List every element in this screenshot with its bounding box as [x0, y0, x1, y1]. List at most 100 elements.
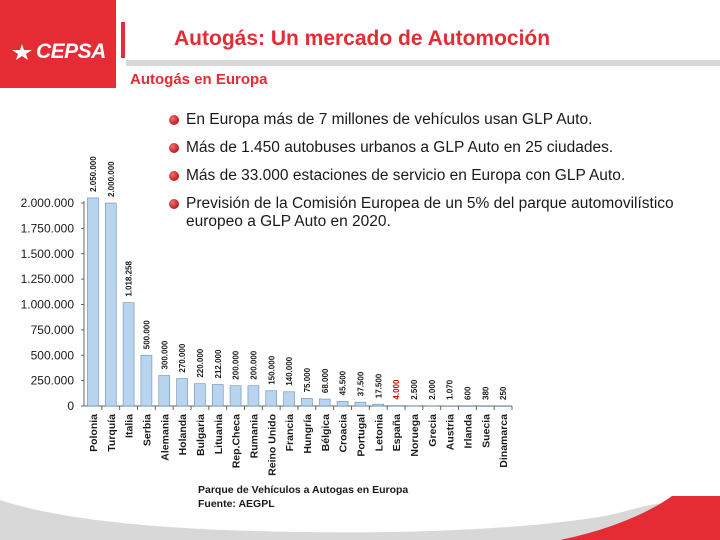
y-tick-label: 1.250.000	[21, 272, 75, 286]
bar	[408, 405, 420, 407]
bullet-text: Previsión de la Comisión Europea de un 5…	[186, 195, 674, 230]
bar	[247, 385, 260, 407]
bullet-icon	[169, 115, 179, 125]
bar-value-label: 150.000	[267, 355, 276, 384]
bar-value-label: 75.000	[303, 367, 312, 392]
bar	[176, 378, 188, 407]
bar-value-label: 220.000	[196, 348, 205, 377]
bullet-text: En Europa más de 7 millones de vehículos…	[186, 111, 593, 128]
category-label: Irlanda	[462, 414, 474, 449]
bar	[497, 405, 509, 407]
bar-value-label: 212.000	[214, 349, 223, 378]
bar	[390, 405, 402, 407]
bar-value-label: 500.000	[142, 320, 151, 349]
y-tick-label: 250.000	[31, 374, 75, 388]
bar-value-label: 380	[481, 386, 490, 400]
bar	[443, 405, 456, 407]
category-label: Letonia	[373, 414, 385, 451]
bar	[211, 384, 224, 407]
bar-value-label: 68.000	[321, 368, 330, 393]
bar-value-label: 200.000	[232, 350, 241, 379]
section-subtitle: Autogás en Europa	[130, 71, 268, 88]
bar	[336, 401, 349, 407]
bullet-item: Más de 33.000 estaciones de servicio en …	[168, 167, 718, 185]
bullet-list: En Europa más de 7 millones de vehículos…	[168, 111, 718, 241]
bar	[461, 405, 474, 407]
y-tick-label: 1.500.000	[21, 247, 75, 261]
footer-wave	[0, 496, 720, 540]
y-tick-label: 500.000	[31, 348, 75, 362]
bar	[122, 302, 135, 407]
category-label: Noruega	[409, 414, 421, 457]
vehicle-fleet-chart: 0 250.000 500.000 750.000 1.000.000 1.250.000…	[21, 156, 513, 510]
bar-value-label: 45.500	[339, 370, 348, 395]
chart-source: Fuente: AEGPL	[198, 498, 275, 510]
category-label: Croacia	[338, 414, 350, 453]
bar	[354, 401, 367, 407]
category-label: Francia	[284, 414, 296, 452]
bar	[194, 383, 206, 407]
bar	[479, 405, 492, 407]
y-axis: 0 250.000 500.000 750.000 1.000.000 1.250.000…	[21, 196, 512, 413]
bar	[425, 405, 438, 407]
bullet-item: Más de 1.450 autobuses urbanos a GLP Aut…	[168, 139, 718, 157]
bar-value-label: 250	[499, 386, 508, 400]
bar-value-label: 1.018.258	[125, 261, 134, 297]
bar-value-label: 2.000	[428, 379, 437, 400]
bar	[265, 390, 278, 407]
title-accent-bar	[121, 22, 125, 58]
category-label: Polonia	[88, 414, 100, 452]
y-tick-label: 0	[67, 399, 74, 413]
bar	[372, 403, 385, 407]
x-axis: Polonia Turquía Italia Serbia Alemania Holand…	[88, 406, 513, 476]
bullet-item: Previsión de la Comisión Europea de un 5…	[168, 195, 718, 231]
cepsa-logo-mark-icon	[12, 44, 32, 60]
category-label: Italia	[124, 414, 136, 438]
bar	[283, 391, 295, 407]
y-tick-label: 1.750.000	[21, 221, 75, 235]
category-label: Portugal	[355, 414, 367, 457]
category-label: Rep.Checa	[231, 414, 243, 468]
bullet-item: En Europa más de 7 millones de vehículos…	[168, 111, 718, 129]
y-tick-label: 2.000.000	[21, 196, 75, 210]
bar-value-label: 300.000	[160, 340, 169, 369]
category-label: Reino Unido	[266, 414, 278, 476]
bar	[104, 202, 117, 407]
category-label: Lituania	[213, 414, 225, 454]
chart-plot: 0 250.000 500.000 750.000 1.000.000 1.250.000…	[21, 156, 513, 476]
cepsa-logo: CEPSA	[10, 38, 114, 68]
y-tick-label: 1.000.000	[21, 298, 75, 312]
value-labels: 2.050.000 2.000.000 1.018.258 500.000 300.00…	[89, 156, 508, 400]
bullet-icon	[169, 171, 179, 181]
y-tick-label: 750.000	[31, 323, 75, 337]
category-label: Serbia	[141, 414, 153, 446]
bar-value-label: 140.000	[285, 356, 294, 385]
bar-value-label: 600	[463, 386, 472, 400]
bar-value-label: 2.500	[410, 379, 419, 400]
category-label: Dinamarca	[498, 414, 510, 468]
bullet-text: Más de 33.000 estaciones de servicio en …	[186, 167, 626, 184]
bar	[140, 354, 153, 407]
header-band	[126, 60, 720, 66]
category-label: Rumania	[248, 414, 260, 459]
bar-value-label: 4.000	[392, 379, 401, 400]
logo-text: CEPSA	[36, 40, 106, 63]
bar-value-label: 2.050.000	[89, 156, 98, 192]
bar	[318, 398, 331, 407]
bar-value-label: 2.000.000	[107, 161, 116, 197]
category-label: Austria	[445, 414, 457, 450]
bar	[87, 197, 99, 407]
bullet-text: Más de 1.450 autobuses urbanos a GLP Aut…	[186, 139, 614, 156]
brand-block	[0, 0, 116, 88]
bullet-icon	[169, 143, 179, 153]
category-label: Suecia	[480, 414, 492, 448]
bar	[158, 375, 171, 407]
page-title: Autogás: Un mercado de Automoción	[174, 27, 551, 50]
chart-title: Parque de Vehículos a Autogas en Europa	[198, 484, 408, 496]
category-label: Holanda	[177, 414, 189, 456]
category-label: Grecia	[427, 414, 439, 447]
bar	[301, 398, 313, 407]
category-label: Bulgaria	[195, 414, 207, 456]
bar-value-label: 37.500	[356, 371, 365, 396]
